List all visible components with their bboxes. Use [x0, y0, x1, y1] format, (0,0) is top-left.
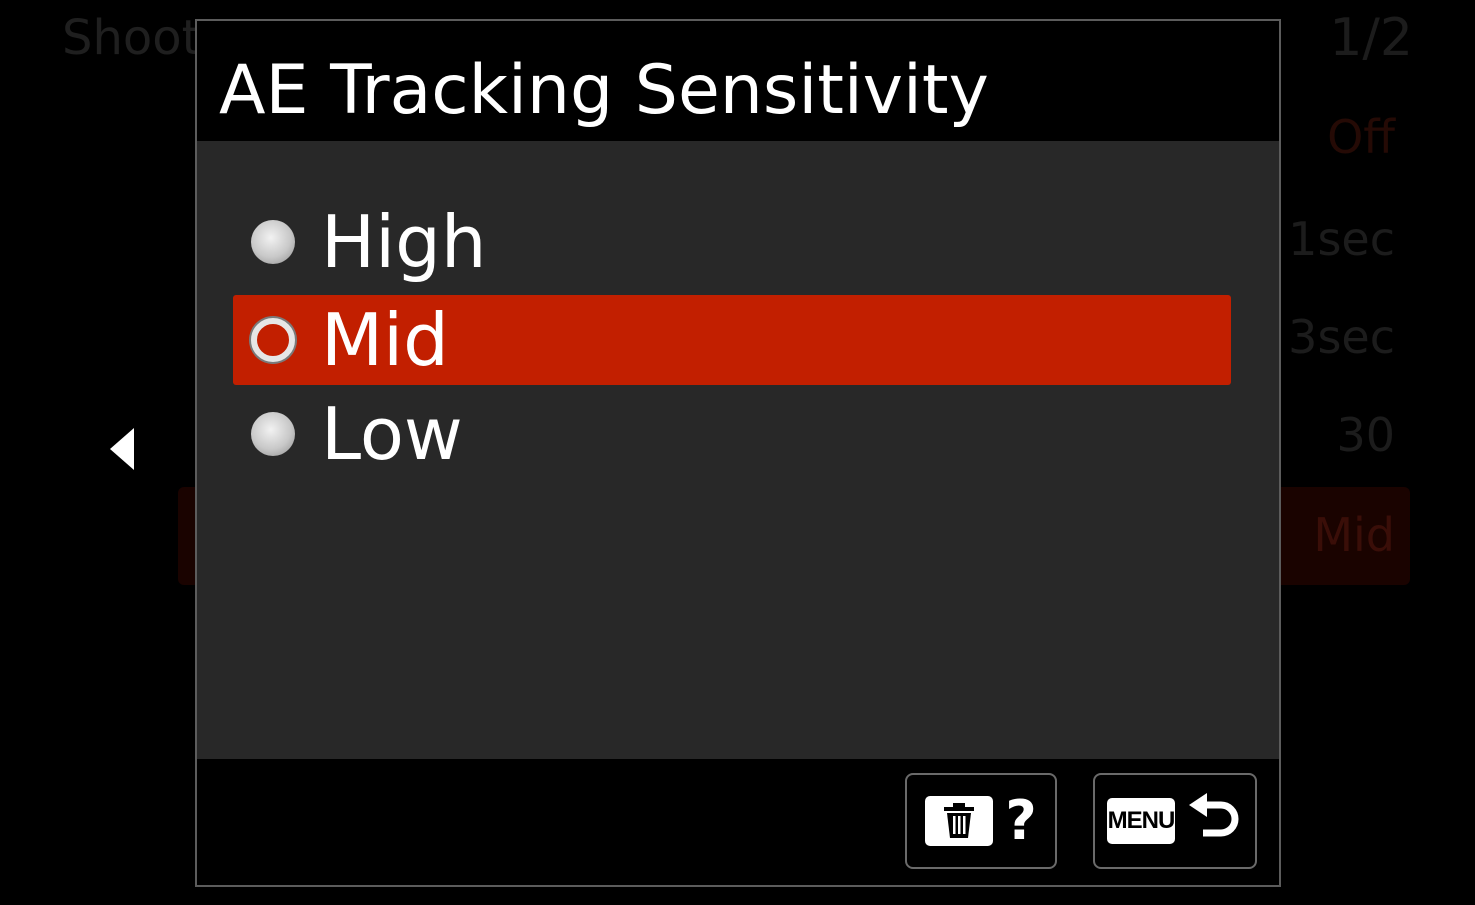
- sensitivity-dialog: AE Tracking Sensitivity High Mid Low: [195, 19, 1281, 887]
- radio-icon: [251, 220, 295, 264]
- option-label: Mid: [321, 298, 449, 382]
- menu-label: MENU: [1107, 798, 1175, 844]
- option-mid[interactable]: Mid: [233, 295, 1231, 385]
- options-list: High Mid Low: [197, 141, 1279, 759]
- trash-icon: [925, 796, 994, 846]
- return-arrow-icon: [1187, 791, 1243, 851]
- menu-back-button[interactable]: MENU: [1093, 773, 1257, 869]
- help-symbol: ?: [1005, 789, 1037, 852]
- background-value: Mid: [1313, 508, 1395, 562]
- background-value: Off: [1327, 110, 1395, 164]
- option-label: High: [321, 200, 487, 284]
- dialog-footer: ? MENU: [197, 759, 1279, 885]
- background-menu-title: Shoot: [62, 10, 201, 66]
- radio-selected-icon: [251, 318, 295, 362]
- background-value: 30: [1336, 408, 1395, 462]
- help-button[interactable]: ?: [905, 773, 1057, 869]
- option-label: Low: [321, 392, 463, 476]
- background-page-indicator: 1/2: [1329, 8, 1413, 68]
- radio-icon: [251, 412, 295, 456]
- background-value: 3sec: [1288, 310, 1395, 364]
- option-low[interactable]: Low: [233, 389, 1231, 479]
- background-value: 1sec: [1288, 212, 1395, 266]
- dialog-title: AE Tracking Sensitivity: [197, 21, 1279, 141]
- left-arrow-icon[interactable]: [110, 428, 134, 470]
- option-high[interactable]: High: [233, 197, 1231, 287]
